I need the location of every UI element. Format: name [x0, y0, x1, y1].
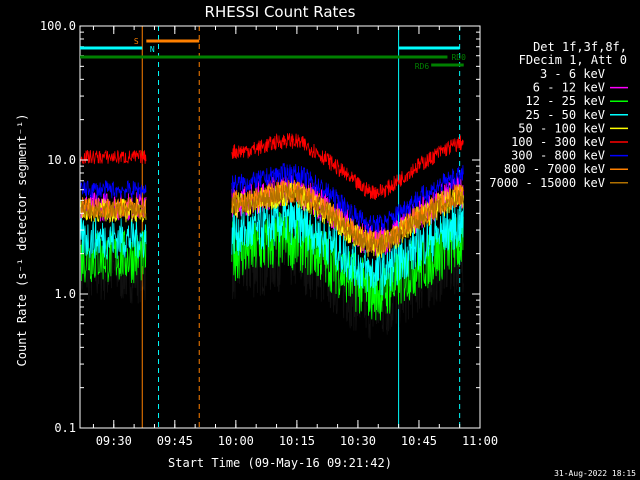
chart-title: RHESSI Count Rates — [205, 3, 356, 21]
legend-entry-label: 3 - 6 keV — [540, 67, 605, 81]
flag-label: N — [150, 45, 155, 54]
x-tick-label: 11:00 — [462, 434, 498, 448]
y-tick-label: 0.1 — [54, 421, 76, 435]
legend-entry-label: 7000 - 15000 keV — [489, 176, 605, 190]
legend-header-line-1: Det 1f,3f,8f, — [533, 40, 627, 54]
y-tick-label: 10.0 — [47, 153, 76, 167]
legend-entry-label: 12 - 25 keV — [526, 94, 605, 108]
x-tick-label: 10:15 — [279, 434, 315, 448]
legend-header-line-2: FDecim 1, Att 0 — [519, 53, 627, 67]
series-line-5 — [80, 132, 464, 200]
flag-label: S — [134, 37, 139, 46]
x-tick-label: 09:45 — [157, 434, 193, 448]
series-line-3 — [80, 198, 464, 296]
x-axis-label: Start Time (09-May-16 09:21:42) — [168, 456, 392, 470]
x-tick-label: 10:45 — [401, 434, 437, 448]
legend-entry-label: 6 - 12 keV — [533, 81, 605, 95]
x-tick-label: 09:30 — [96, 434, 132, 448]
x-tick-label: 10:00 — [218, 434, 254, 448]
flag-label: RD6 — [415, 62, 430, 71]
y-tick-label: 100.0 — [40, 19, 76, 33]
legend-entry-label: 800 - 7000 keV — [504, 162, 605, 176]
series-line-8 — [80, 184, 464, 255]
footer-date: 31-Aug-2022 18:15 — [554, 469, 636, 478]
y-tick-label: 1.0 — [54, 287, 76, 301]
x-tick-label: 10:30 — [340, 434, 376, 448]
legend-entry-label: 300 - 800 keV — [511, 149, 605, 163]
y-axis-label: Count Rate (s⁻¹ detector segment⁻¹) — [15, 114, 29, 367]
flag-label: RD0 — [451, 53, 466, 62]
plot-frame — [79, 25, 481, 429]
legend-entry-label: 100 - 300 keV — [511, 135, 605, 149]
legend-entry-label: 50 - 100 keV — [518, 121, 605, 135]
series-line-6 — [80, 163, 464, 235]
plot-area: 0.1 1.0 10.0 100.0 09:30 09:45 10:00 10:15 10:30… — [40, 19, 628, 448]
legend-entry-label: 25 - 50 keV — [526, 108, 605, 122]
